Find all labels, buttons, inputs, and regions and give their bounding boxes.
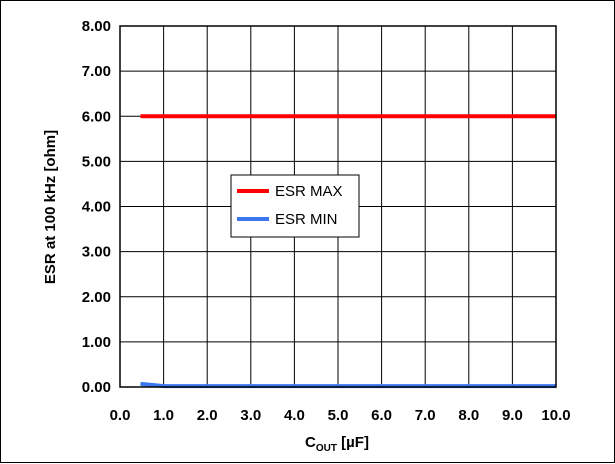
y-tick-label: 7.00: [82, 63, 111, 80]
legend: ESR MAX ESR MIN: [230, 174, 360, 238]
y-tick-label: 1.00: [82, 334, 111, 351]
y-tick-label: 5.00: [82, 153, 111, 170]
y-tick-label: 0.00: [82, 379, 111, 396]
x-tick-label: 8.0: [458, 407, 479, 424]
plot-border: [119, 25, 557, 388]
x-tick-label: 6.0: [371, 407, 392, 424]
legend-box: [230, 174, 360, 238]
legend-label: ESR MAX: [275, 183, 343, 200]
x-axis-title: COUT [µF]: [305, 434, 369, 454]
x-tick-label: 3.0: [240, 407, 261, 424]
plot-area-border: [119, 25, 557, 388]
x-tick-label: 1.0: [153, 407, 174, 424]
x-axis-title-main: C: [305, 434, 316, 451]
x-axis-title-sub: OUT: [316, 443, 337, 454]
x-tick-label: 7.0: [415, 407, 436, 424]
x-tick-label: 10.0: [541, 407, 570, 424]
y-tick-labels: 0.00 1.00 2.00 3.00 4.00 5.00 6.00 7.00 8.00: [82, 18, 111, 396]
x-tick-label: 9.0: [502, 407, 523, 424]
y-tick-label: 2.00: [82, 289, 111, 306]
legend-label: ESR MIN: [275, 211, 338, 228]
x-axis-title-unit: [µF]: [337, 434, 369, 451]
x-tick-label: 0.0: [110, 407, 131, 424]
y-axis-title: ESR at 100 kHz [ohm]: [42, 130, 59, 284]
y-tick-label: 6.00: [82, 108, 111, 125]
x-tick-labels: 0.0 1.0 2.0 3.0 4.0 5.0 6.0 7.0 8.0 9.0 10.0: [110, 407, 571, 424]
y-tick-label: 8.00: [82, 18, 111, 35]
x-tick-label: 2.0: [197, 407, 218, 424]
series-line-esr-min: [140, 381, 556, 389]
series-lines: [140, 114, 556, 389]
x-tick-label: 5.0: [328, 407, 349, 424]
y-tick-label: 4.00: [82, 199, 111, 216]
y-tick-label: 3.00: [82, 244, 111, 261]
x-tick-label: 4.0: [284, 407, 305, 424]
